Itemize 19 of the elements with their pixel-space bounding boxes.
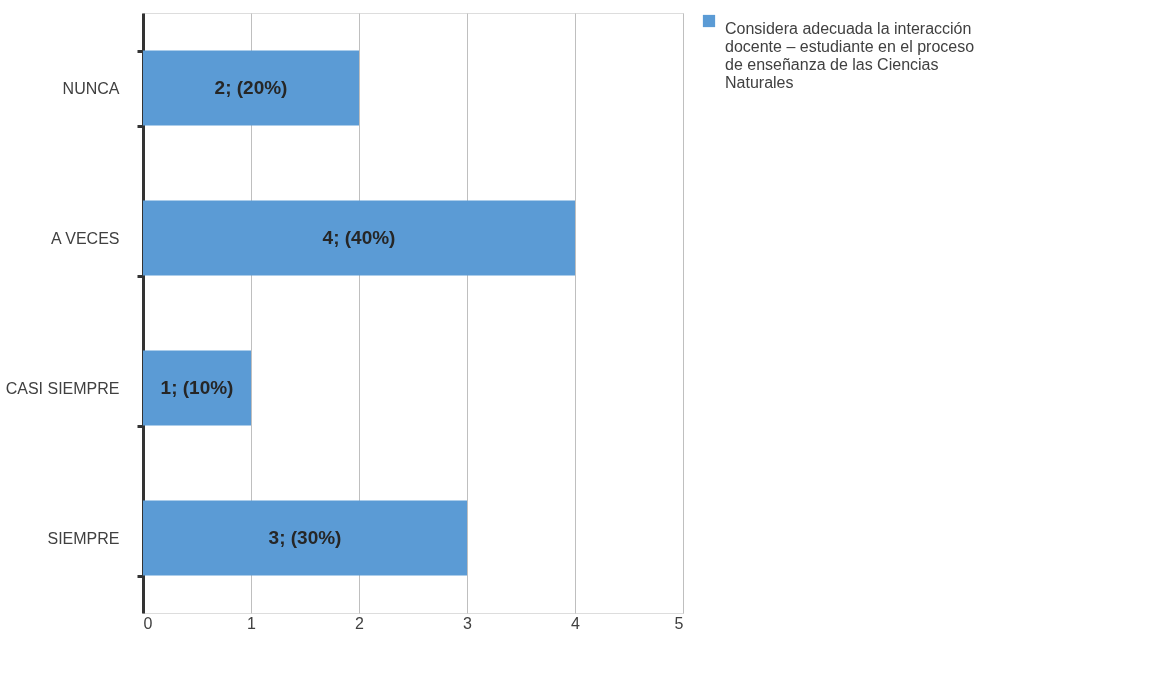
y-tick-label: CASI SIEMPRE: [5, 379, 120, 397]
y-tick-label: NUNCA: [62, 79, 120, 97]
bar: [143, 200, 575, 276]
y-tick-label: A VECES: [51, 229, 120, 247]
x-tick-label: 2: [355, 614, 365, 632]
data-label: 1; (10%): [160, 377, 234, 398]
x-tick-label: 0: [143, 614, 153, 632]
x-tick-label: 3: [463, 614, 473, 632]
bar: [143, 350, 251, 426]
bar: [143, 50, 359, 126]
y-tick-label: SIEMPRE: [47, 529, 120, 547]
legend-label: Considera adecuada la interacción docente – estudiante en el proceso de enseñanza de las Ciencias Naturales: [725, 20, 975, 91]
data-label: 4; (40%): [322, 227, 396, 248]
x-tick-label: 1: [247, 614, 257, 632]
data-label: 3; (30%): [268, 527, 342, 548]
data-label: 2; (20%): [214, 77, 288, 98]
bar: [143, 500, 467, 576]
x-tick-label: 4: [571, 614, 581, 632]
x-tick-label: 5: [674, 614, 684, 632]
